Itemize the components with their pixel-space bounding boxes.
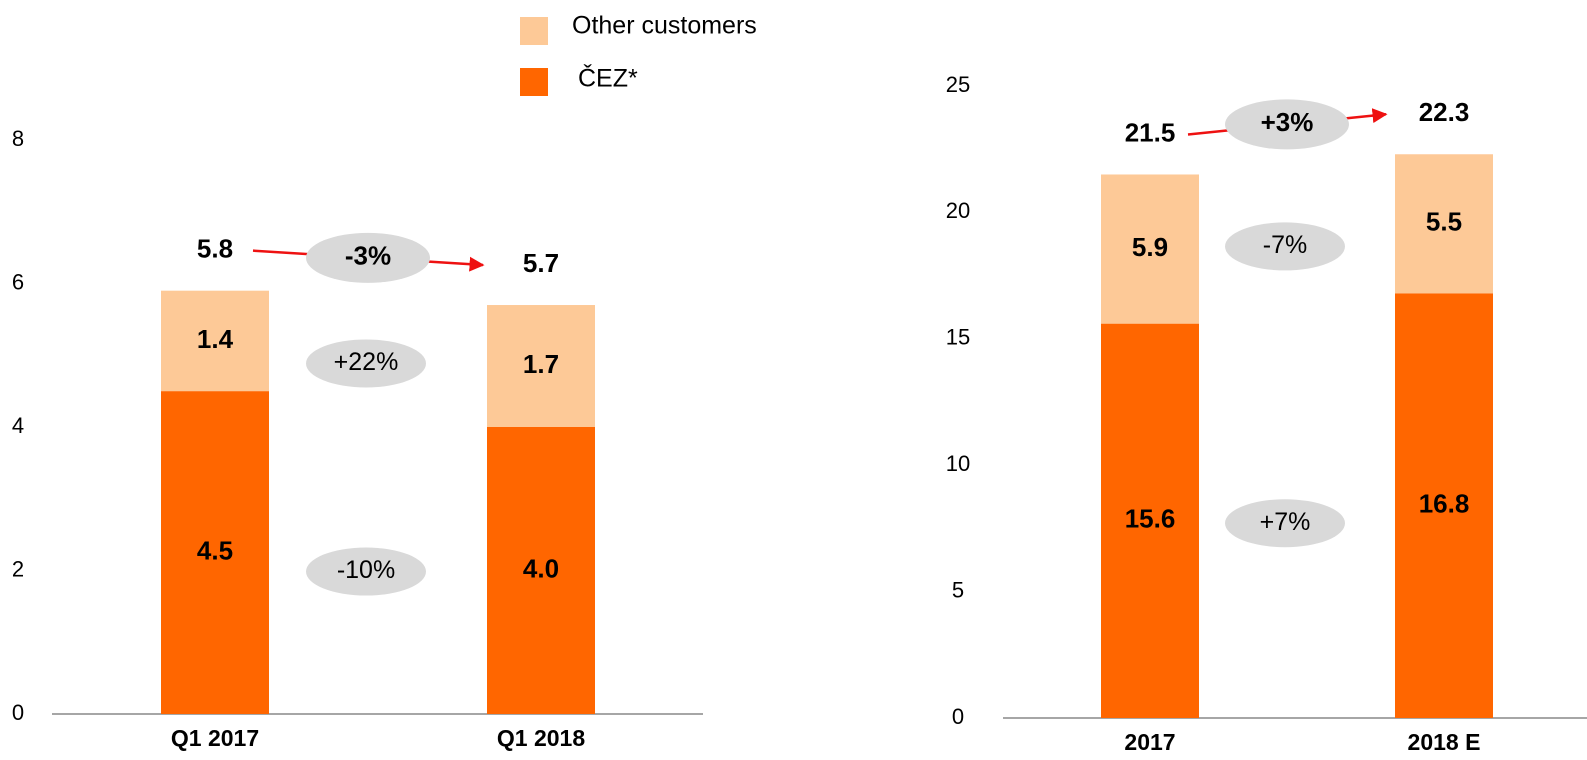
data-label: 15.6 bbox=[1125, 504, 1176, 534]
change-bubble bbox=[1225, 99, 1349, 150]
total-label: 21.5 bbox=[1125, 117, 1176, 147]
legend-swatch bbox=[520, 68, 548, 96]
y-tick-label: 10 bbox=[946, 451, 970, 476]
x-tick-label: 2017 bbox=[1124, 729, 1175, 755]
bar-segment bbox=[1101, 323, 1199, 718]
data-label: 5.5 bbox=[1426, 207, 1462, 237]
y-tick-label: 15 bbox=[946, 325, 970, 350]
legend-swatch bbox=[520, 17, 548, 45]
data-label: 1.7 bbox=[523, 349, 559, 379]
total-change: +3% bbox=[1261, 107, 1314, 137]
y-tick-label: 20 bbox=[946, 198, 970, 223]
series-change: -10% bbox=[337, 556, 395, 584]
total-label: 22.3 bbox=[1419, 97, 1470, 127]
change-bubble bbox=[1225, 499, 1345, 548]
total-change: -3% bbox=[345, 241, 391, 271]
legend-label: Other customers bbox=[572, 12, 757, 40]
y-tick-label: 25 bbox=[946, 72, 970, 97]
y-tick-label: 0 bbox=[952, 704, 964, 729]
x-tick-label: 2018 E bbox=[1408, 729, 1481, 755]
series-change: +22% bbox=[334, 348, 399, 376]
total-label: 5.7 bbox=[523, 248, 559, 278]
bar-segment bbox=[487, 427, 595, 714]
change-bubble bbox=[306, 547, 426, 596]
y-tick-label: 2 bbox=[12, 556, 24, 581]
y-tick-label: 6 bbox=[12, 269, 24, 294]
bar-segment bbox=[1395, 154, 1493, 294]
bar-segment bbox=[161, 290, 269, 392]
data-label: 4.5 bbox=[197, 535, 233, 565]
legend-label: ČEZ* bbox=[578, 64, 638, 93]
change-bubble bbox=[306, 232, 430, 283]
y-tick-label: 8 bbox=[12, 126, 24, 151]
x-tick-label: Q1 2018 bbox=[497, 725, 585, 751]
y-tick-label: 5 bbox=[952, 577, 964, 602]
y-tick-label: 0 bbox=[12, 700, 24, 725]
change-bubble bbox=[306, 339, 426, 388]
legend: Other customers ČEZ* bbox=[520, 12, 757, 96]
series-change: -7% bbox=[1263, 231, 1307, 259]
bar-segment bbox=[1395, 293, 1493, 718]
bar-segment bbox=[161, 391, 269, 714]
change-bubble bbox=[1225, 222, 1345, 271]
x-tick-label: Q1 2017 bbox=[171, 725, 259, 751]
data-label: 1.4 bbox=[197, 324, 234, 354]
data-label: 4.0 bbox=[523, 553, 559, 583]
bar-segment bbox=[487, 305, 595, 427]
bar-segment bbox=[1101, 174, 1199, 324]
data-label: 16.8 bbox=[1419, 489, 1470, 519]
series-change: +7% bbox=[1260, 508, 1311, 536]
total-label: 5.8 bbox=[197, 234, 233, 264]
y-tick-label: 4 bbox=[12, 413, 24, 438]
data-label: 5.9 bbox=[1132, 232, 1168, 262]
